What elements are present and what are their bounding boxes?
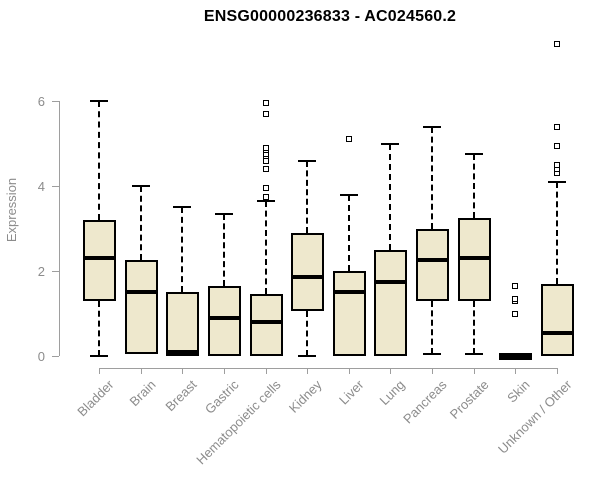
whisker-upper-unknown-other [556, 181, 558, 284]
whisker-cap-upper-bladder [90, 100, 108, 102]
x-tick-mark [266, 368, 267, 374]
whisker-upper-lung [389, 143, 391, 250]
box-kidney [290, 232, 324, 312]
median-unknown-other [542, 330, 572, 335]
outlier-hematopoietic-cells [263, 144, 269, 151]
x-tick-mark [99, 368, 100, 374]
outlier-hematopoietic-cells [263, 185, 269, 192]
outlier-liver [346, 136, 352, 143]
y-tick-label: 4 [37, 179, 45, 194]
whisker-cap-upper-pancreas [423, 125, 441, 128]
whisker-upper-liver [348, 194, 350, 271]
median-liver [334, 290, 364, 295]
x-tick-mark [557, 368, 558, 374]
median-brain [126, 290, 156, 295]
whisker-cap-upper-kidney [298, 159, 316, 162]
outlier-hematopoietic-cells [263, 166, 269, 172]
outlier-hematopoietic-cells [263, 100, 269, 107]
box-gastric [207, 285, 241, 356]
whisker-cap-lower-pancreas [423, 352, 441, 355]
box-liver [332, 271, 366, 356]
whisker-upper-breast [181, 207, 183, 293]
whisker-upper-bladder [98, 101, 100, 220]
box-unknown-other [540, 283, 574, 356]
whisker-cap-upper-lung [381, 142, 399, 145]
x-tick-mark [141, 368, 142, 374]
outlier-unknown-other [554, 40, 560, 47]
x-tick-mark [182, 368, 183, 374]
outlier-hematopoietic-cells [263, 110, 269, 117]
whisker-cap-lower-prostate [465, 352, 483, 355]
box-brain [124, 260, 158, 354]
y-tick-mark [52, 271, 59, 272]
median-hematopoietic-cells [251, 320, 281, 324]
whisker-cap-lower-kidney [298, 355, 316, 357]
y-axis-label: Expression [4, 177, 19, 243]
x-tick-mark [224, 368, 225, 374]
outlier-skin [512, 282, 518, 289]
outlier-skin [512, 295, 518, 302]
x-tick-mark [515, 368, 516, 374]
chart-title: ENSG00000236833 - AC024560.2 [203, 8, 457, 25]
whisker-cap-upper-liver [340, 193, 358, 196]
outlier-unknown-other [554, 123, 560, 130]
x-tick-mark [432, 368, 433, 374]
whisker-cap-upper-gastric [215, 212, 233, 215]
x-tick-mark [474, 368, 475, 374]
outlier-hematopoietic-cells [263, 193, 269, 200]
median-bladder [84, 256, 114, 261]
whisker-cap-upper-prostate [465, 153, 483, 156]
x-tick-mark [307, 368, 308, 374]
median-lung [375, 279, 405, 284]
whisker-upper-hematopoietic-cells [265, 200, 267, 295]
y-tick-mark [52, 356, 59, 357]
box-hematopoietic-cells [249, 294, 283, 356]
y-tick-mark [52, 101, 59, 102]
whisker-lower-prostate [473, 300, 475, 354]
median-kidney [292, 275, 322, 280]
whisker-lower-bladder [98, 300, 100, 356]
y-tick-label: 6 [37, 94, 45, 109]
y-axis-line [59, 101, 60, 356]
whisker-cap-upper-breast [173, 206, 191, 209]
whisker-cap-upper-unknown-other [548, 180, 566, 183]
whisker-upper-gastric [223, 213, 225, 286]
x-axis-line [99, 368, 558, 369]
box-lung [373, 249, 407, 356]
whisker-upper-pancreas [431, 126, 433, 229]
whisker-cap-lower-bladder [90, 355, 108, 357]
whisker-upper-brain [140, 186, 142, 261]
median-prostate [459, 256, 489, 261]
outlier-unknown-other [554, 142, 560, 149]
box-breast [165, 292, 199, 356]
median-breast [167, 350, 197, 354]
y-tick-mark [52, 186, 59, 187]
whisker-upper-kidney [306, 160, 308, 233]
whisker-cap-upper-brain [132, 185, 150, 187]
box-bladder [82, 220, 116, 301]
median-gastric [209, 315, 239, 320]
box-pancreas [415, 228, 449, 301]
y-tick-label: 2 [37, 264, 45, 279]
x-tick-mark [390, 368, 391, 374]
outlier-unknown-other [554, 161, 560, 168]
box-collapsed-skin [498, 353, 532, 360]
y-tick-label: 0 [37, 349, 45, 364]
whisker-upper-prostate [473, 154, 475, 218]
median-pancreas [417, 258, 447, 263]
whisker-cap-upper-hematopoietic-cells [257, 199, 275, 202]
outlier-skin [512, 310, 518, 317]
x-tick-mark [349, 368, 350, 374]
whisker-lower-pancreas [431, 300, 433, 354]
whisker-lower-kidney [306, 311, 308, 356]
